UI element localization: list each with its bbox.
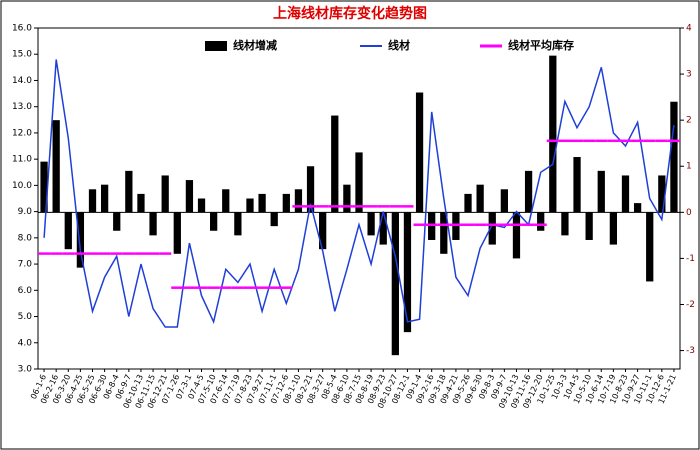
bar (113, 212, 121, 231)
bar (573, 157, 581, 213)
y-tick-label: 12.0 (12, 128, 32, 138)
bar (76, 212, 85, 268)
bar (658, 175, 666, 213)
bar (646, 212, 654, 282)
y-tick-label: 5.0 (18, 312, 33, 322)
y2-tick-label: 1 (686, 162, 692, 172)
bar (270, 212, 278, 227)
bar (621, 175, 630, 213)
bar (476, 184, 484, 213)
y-tick-label: 11.0 (12, 155, 32, 165)
bar (512, 212, 521, 259)
y2-tick-label: -3 (686, 346, 695, 356)
bar (549, 55, 557, 213)
y-tick-label: 10.0 (12, 181, 32, 191)
bar (234, 212, 242, 236)
y-tick-label: 9.0 (18, 207, 33, 217)
bar (367, 212, 375, 236)
y-tick-label: 7.0 (18, 260, 33, 270)
y2-tick-label: 0 (686, 208, 692, 218)
bar (464, 193, 472, 213)
bar (524, 170, 533, 213)
bar (246, 198, 254, 213)
bar (585, 212, 593, 240)
bar (161, 175, 169, 213)
plot: 3.0 4.0 5.0 6.0 7.0 8.0 9.0 10.0 11.0 12.0 13.0 14.… (12, 24, 695, 410)
chart-title: 上海线材库存变化趋势图 (273, 5, 427, 22)
bar (670, 101, 678, 213)
bar (633, 203, 642, 213)
bar (40, 161, 48, 213)
bar (197, 198, 206, 213)
bar (609, 212, 618, 245)
bar (88, 189, 97, 213)
bar (500, 189, 508, 213)
y-tick-label: 6.0 (18, 286, 33, 296)
bar (52, 120, 60, 213)
bar (452, 212, 460, 240)
bar (561, 212, 569, 236)
bar (319, 212, 327, 250)
bar (379, 212, 387, 245)
y-tick-label: 13.0 (12, 102, 32, 112)
bar (597, 170, 605, 213)
bar (391, 212, 399, 356)
y2-tick-label: 2 (686, 116, 692, 126)
bar (222, 189, 230, 213)
y-tick-label: 14.0 (12, 76, 32, 86)
y-tick-label: 15.0 (12, 50, 32, 60)
bar (282, 193, 290, 213)
y-tick-label: 8.0 (18, 233, 33, 243)
y2-tick-label: 4 (686, 24, 692, 34)
y-tick-label: 4.0 (18, 338, 33, 348)
bar (440, 212, 448, 254)
y-tick-label: 3.0 (18, 365, 33, 375)
bar (415, 92, 424, 213)
bar (488, 212, 496, 245)
y2-tick-label: 3 (686, 70, 692, 80)
y-tick-label: 16.0 (12, 24, 32, 34)
legend-label: 线材 (388, 38, 410, 52)
bar (173, 212, 181, 254)
legend-label: 线材增减 (233, 38, 277, 52)
bar (258, 193, 266, 213)
bar (306, 166, 315, 213)
bar (149, 212, 157, 236)
line (43, 59, 675, 328)
bar (100, 184, 109, 213)
y2-tick-label: -1 (686, 254, 695, 264)
bar (428, 212, 436, 240)
y2-tick-label: -2 (686, 300, 695, 310)
legend-label: 线材平均库存 (508, 38, 574, 52)
bar (125, 170, 133, 213)
bar (355, 152, 363, 213)
bar (137, 193, 145, 213)
bar (537, 212, 545, 231)
bar (403, 212, 412, 333)
bar (294, 189, 303, 213)
bar (210, 212, 218, 231)
bar (64, 212, 72, 250)
legend-swatch (205, 41, 227, 51)
bar (331, 115, 339, 213)
bar (185, 180, 194, 213)
bar (343, 184, 351, 213)
